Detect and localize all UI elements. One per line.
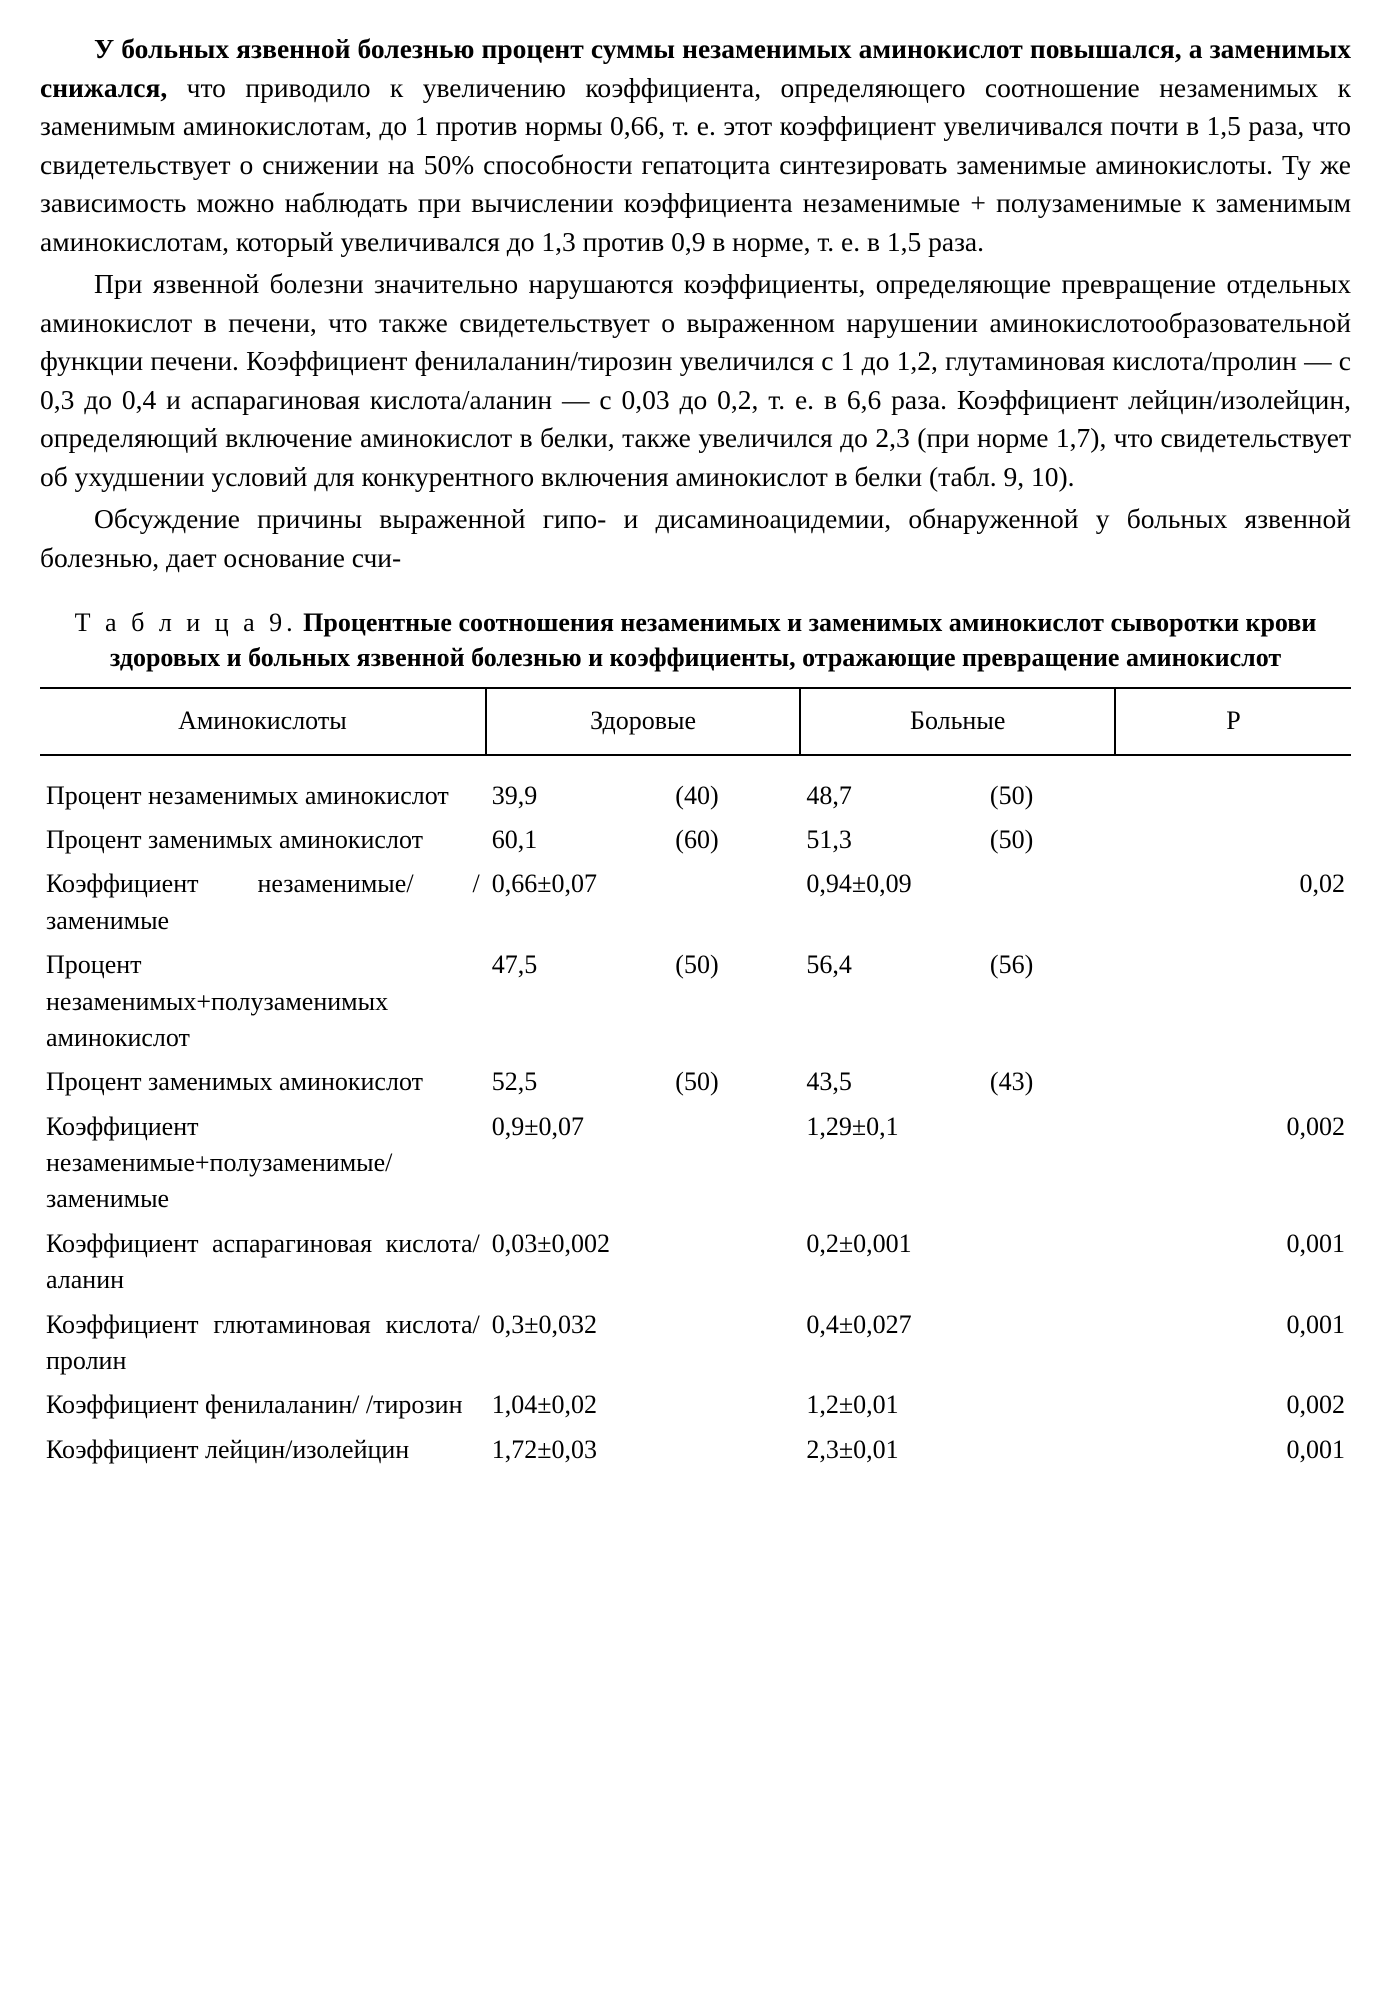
row-0-bv: 48,7 (800, 755, 984, 818)
row-5-label: Коэффициент незаменимые+полузаменимые/за… (40, 1105, 486, 1222)
row-6-p: 0,001 (1115, 1222, 1351, 1303)
row-1-bp: (50) (984, 818, 1115, 862)
row-2-bp (984, 862, 1115, 943)
row-7-label: Коэффициент глютаминовая кислота/пролин (40, 1303, 486, 1384)
row-1-zv: 60,1 (486, 818, 670, 862)
row-9-bp (984, 1428, 1115, 1472)
row-0-bp: (50) (984, 755, 1115, 818)
table-header-p: P (1115, 688, 1351, 754)
row-3-zp: (50) (669, 943, 800, 1060)
table-row: Коэффициент аспарагиновая кислота/аланин… (40, 1222, 1351, 1303)
row-8-zp (669, 1383, 800, 1427)
row-5-bv: 1,29±0,1 (800, 1105, 984, 1222)
table-header-aminokisloty: Аминокислоты (40, 688, 486, 754)
row-1-zp: (60) (669, 818, 800, 862)
row-9-zv: 1,72±0,03 (486, 1428, 670, 1472)
row-2-label: Коэффициент незаменимые/ /заменимые (40, 862, 486, 943)
row-8-zv: 1,04±0,02 (486, 1383, 670, 1427)
row-8-bv: 1,2±0,01 (800, 1383, 984, 1427)
row-7-zp (669, 1303, 800, 1384)
row-7-p: 0,001 (1115, 1303, 1351, 1384)
row-5-bp (984, 1105, 1115, 1222)
row-3-bv: 56,4 (800, 943, 984, 1060)
row-4-bp: (43) (984, 1060, 1115, 1104)
table-row: Процент заменимых аминокислот 52,5 (50) … (40, 1060, 1351, 1104)
row-4-p (1115, 1060, 1351, 1104)
row-1-bv: 51,3 (800, 818, 984, 862)
row-6-zp (669, 1222, 800, 1303)
row-5-zv: 0,9±0,07 (486, 1105, 670, 1222)
row-9-p: 0,001 (1115, 1428, 1351, 1472)
paragraph-2: При язвенной болезни значительно нарушаю… (40, 265, 1351, 496)
row-2-zp (669, 862, 800, 943)
paragraph-1: У больных язвенной болезнью процент сумм… (40, 30, 1351, 261)
paragraph-1-rest: что приводило к увеличению коэффициента,… (40, 72, 1351, 257)
row-2-zv: 0,66±0,07 (486, 862, 670, 943)
page-root: У больных язвенной болезнью процент сумм… (0, 0, 1391, 1522)
row-8-bp (984, 1383, 1115, 1427)
row-5-p: 0,002 (1115, 1105, 1351, 1222)
row-9-label: Коэффициент лейцин/изолейцин (40, 1428, 486, 1472)
row-9-zp (669, 1428, 800, 1472)
row-3-label: Процент незаменимых+полузаменимых аминок… (40, 943, 486, 1060)
table-row: Процент незаменимых+полузаменимых аминок… (40, 943, 1351, 1060)
table-header-bolnye: Больные (800, 688, 1115, 754)
row-7-bp (984, 1303, 1115, 1384)
row-7-bv: 0,4±0,027 (800, 1303, 984, 1384)
table-row: Коэффициент незаменимые+полузаменимые/за… (40, 1105, 1351, 1222)
row-9-bv: 2,3±0,01 (800, 1428, 984, 1472)
row-8-p: 0,002 (1115, 1383, 1351, 1427)
row-8-label: Коэффициент фенилаланин/ /тирозин (40, 1383, 486, 1427)
row-6-bp (984, 1222, 1115, 1303)
row-3-p (1115, 943, 1351, 1060)
row-4-bv: 43,5 (800, 1060, 984, 1104)
row-6-bv: 0,2±0,001 (800, 1222, 984, 1303)
row-1-p (1115, 818, 1351, 862)
row-4-zv: 52,5 (486, 1060, 670, 1104)
paragraph-3: Обсуждение причины выраженной гипо- и ди… (40, 500, 1351, 577)
table-row: Коэффициент фенилаланин/ /тирозин 1,04±0… (40, 1383, 1351, 1427)
table-header-zdorovye: Здоровые (486, 688, 801, 754)
row-2-p: 0,02 (1115, 862, 1351, 943)
table-row: Процент незаменимых аминокислот 39,9 (40… (40, 755, 1351, 818)
table-row: Коэффициент глютаминовая кислота/пролин … (40, 1303, 1351, 1384)
row-5-zp (669, 1105, 800, 1222)
table-row: Процент заменимых аминокислот 60,1 (60) … (40, 818, 1351, 862)
row-4-label: Процент заменимых аминокислот (40, 1060, 486, 1104)
row-0-p (1115, 755, 1351, 818)
table-row: Коэффициент лейцин/изолейцин 1,72±0,03 2… (40, 1428, 1351, 1472)
row-1-label: Процент заменимых аминокислот (40, 818, 486, 862)
row-0-zp: (40) (669, 755, 800, 818)
table-9-caption: Т а б л и ц а 9. Процентные соотношения … (40, 605, 1351, 675)
row-4-zp: (50) (669, 1060, 800, 1104)
row-3-bp: (56) (984, 943, 1115, 1060)
table-row: Коэффициент незаменимые/ /заменимые 0,66… (40, 862, 1351, 943)
table-header-row: Аминокислоты Здоровые Больные P (40, 688, 1351, 754)
row-0-zv: 39,9 (486, 755, 670, 818)
row-7-zv: 0,3±0,032 (486, 1303, 670, 1384)
table-9: Аминокислоты Здоровые Больные P Процент … (40, 687, 1351, 1472)
row-6-zv: 0,03±0,002 (486, 1222, 670, 1303)
row-6-label: Коэффициент аспарагиновая кислота/аланин (40, 1222, 486, 1303)
row-0-label: Процент незаменимых аминокислот (40, 755, 486, 818)
row-3-zv: 47,5 (486, 943, 670, 1060)
table-9-caption-label: Т а б л и ц а 9. (75, 608, 297, 637)
row-2-bv: 0,94±0,09 (800, 862, 984, 943)
